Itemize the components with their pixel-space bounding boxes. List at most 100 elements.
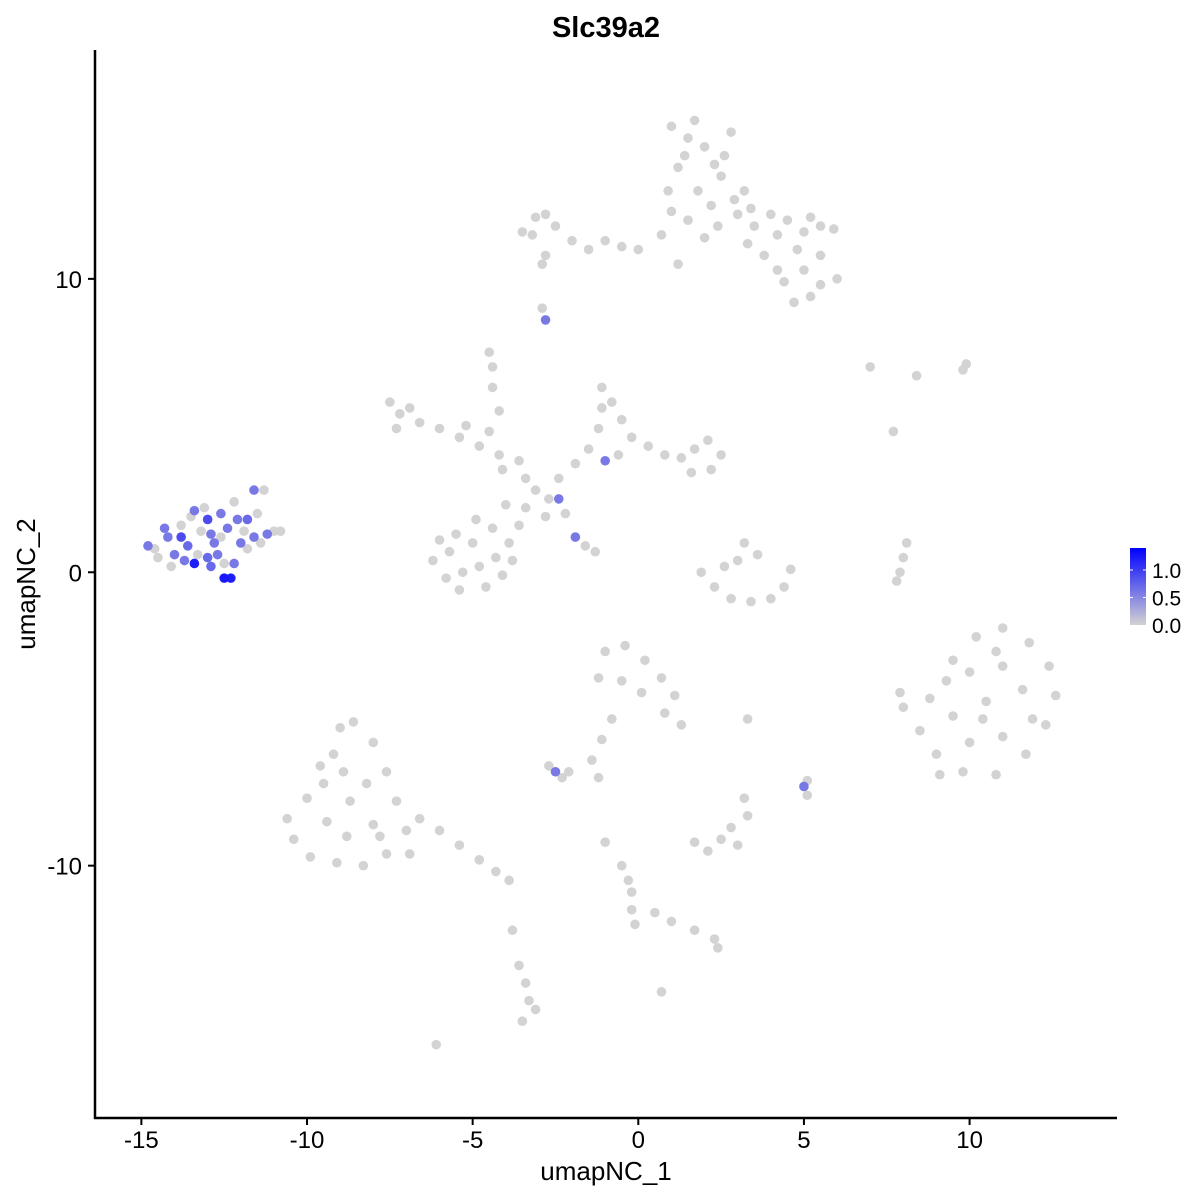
cell-point (537, 303, 548, 313)
y-tick-label: 10 (55, 267, 82, 294)
cell-point (696, 567, 707, 578)
cell-point (394, 409, 405, 419)
cell-point-expressing (176, 532, 186, 542)
cell-point (626, 887, 637, 897)
cell-point (616, 676, 627, 686)
cell-point (401, 825, 412, 836)
cell-point (742, 238, 753, 249)
cell-point (656, 673, 667, 683)
cell-point (537, 259, 548, 269)
cell-point (242, 543, 253, 554)
cell-point (772, 265, 783, 275)
cell-point (391, 796, 402, 806)
cell-point (729, 194, 740, 205)
cell-point (716, 450, 726, 460)
color-legend: 1.0 0.5 0.0 (1130, 548, 1181, 638)
cell-point (981, 696, 991, 707)
cell-point (726, 127, 736, 137)
cell-point (961, 359, 972, 369)
cell-point (706, 200, 716, 211)
cell-point (305, 852, 316, 862)
cell-point (328, 749, 339, 759)
cell-point-expressing (182, 541, 193, 551)
cell-point (153, 552, 163, 563)
cell-point (391, 423, 402, 434)
cell-point (978, 714, 988, 724)
cell-point (590, 546, 601, 557)
cell-point (815, 250, 826, 261)
cell-point (726, 593, 736, 604)
cell-point (719, 561, 730, 572)
cell-point (481, 582, 491, 592)
cell-point-expressing (570, 532, 581, 542)
cell-point (640, 655, 650, 666)
cell-point-expressing (212, 549, 223, 560)
cell-point (699, 142, 710, 152)
cell-point (888, 426, 899, 437)
cell-point (361, 778, 372, 789)
cell-point (689, 925, 700, 936)
cell-point (630, 919, 640, 930)
cell-point (348, 717, 359, 727)
x-tick-label: -10 (290, 1127, 325, 1154)
cell-point (709, 582, 720, 592)
cell-point (689, 115, 700, 126)
cell-point (404, 849, 415, 859)
cell-point (553, 473, 564, 484)
cell-point (782, 215, 793, 225)
cell-point (799, 265, 809, 275)
cell-point (689, 837, 700, 847)
cell-point (636, 687, 647, 698)
cell-point (368, 819, 379, 830)
cell-point (789, 297, 799, 308)
chart-title: Slc39a2 (552, 12, 660, 44)
cell-point (514, 960, 524, 971)
cell-point (322, 816, 332, 827)
y-tick-label: -10 (47, 854, 82, 881)
cell-point-expressing (206, 529, 216, 539)
cell-point (779, 582, 789, 592)
cell-point (766, 209, 776, 220)
cell-point (524, 995, 534, 1006)
cell-point (514, 455, 524, 466)
cell-point (474, 855, 485, 865)
cell-point-expressing (262, 529, 273, 539)
cell-point (693, 186, 703, 196)
cell-point-expressing (163, 532, 173, 542)
cell-point (666, 121, 677, 132)
cell-point-expressing (159, 523, 170, 534)
cell-point (358, 860, 369, 871)
cell-point (1017, 684, 1028, 695)
cell-point (487, 382, 498, 393)
cell-point (732, 555, 743, 566)
cell-point (964, 737, 975, 748)
cell-point (520, 502, 531, 513)
cell-point-expressing (216, 508, 226, 519)
cell-point (606, 714, 617, 724)
cell-point (997, 731, 1008, 742)
cell-point-expressing (232, 514, 243, 525)
cell-point (1021, 749, 1031, 759)
cell-point (656, 987, 667, 997)
cell-point (318, 778, 329, 789)
cell-point (742, 714, 753, 724)
cell-point-expressing (219, 573, 229, 583)
cell-point (494, 406, 504, 416)
cell-point (623, 875, 634, 886)
cell-point (958, 766, 968, 777)
cell-point (583, 444, 594, 454)
cell-point (898, 552, 909, 563)
cell-point (703, 846, 713, 856)
cell-point (792, 244, 803, 255)
cell-point (497, 464, 508, 475)
cell-point (259, 485, 269, 495)
cell-point (332, 857, 342, 868)
cell-point (540, 250, 551, 261)
cell-point (474, 561, 485, 572)
cell-point (580, 541, 591, 551)
cell-point (713, 221, 723, 231)
cell-point (487, 362, 498, 372)
cell-point (706, 464, 716, 475)
cell-point (544, 761, 554, 771)
cell-point-expressing (242, 514, 253, 525)
